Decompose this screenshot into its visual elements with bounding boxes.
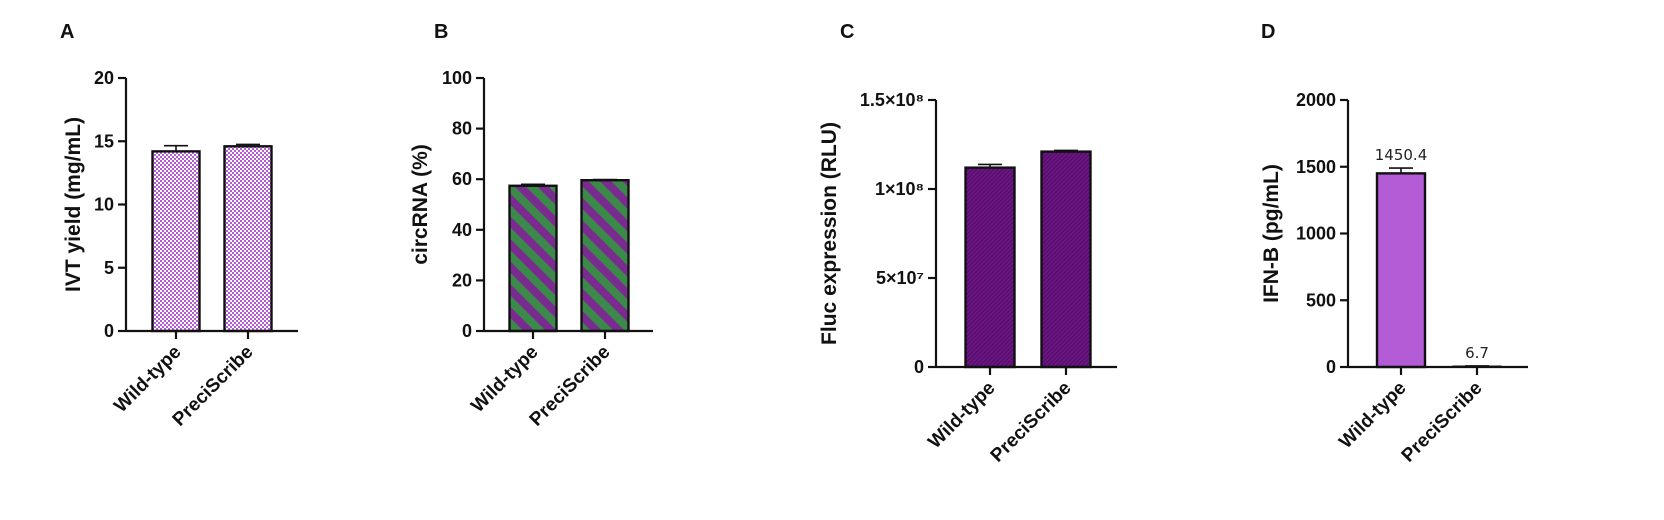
bar-wild-type xyxy=(964,166,1016,369)
y-tick-label: 2000 xyxy=(1296,90,1336,110)
data-label: 6.7 xyxy=(1465,344,1489,362)
category-label: Wild-type xyxy=(467,342,542,417)
y-tick-label: 20 xyxy=(452,270,472,290)
category-label: Wild-type xyxy=(110,342,185,417)
bar-wild-type xyxy=(151,150,201,333)
y-tick-label: 100 xyxy=(442,68,472,88)
category-label: PreciScribe xyxy=(1398,378,1487,467)
category-label: Wild-type xyxy=(1335,378,1410,453)
y-tick-label: 20 xyxy=(94,68,114,88)
data-label: 1450.4 xyxy=(1375,146,1428,164)
y-tick-label: 500 xyxy=(1306,290,1336,310)
category-label: PreciScribe xyxy=(987,378,1076,467)
y-tick-label: 0 xyxy=(104,321,114,341)
bar-wild-type xyxy=(1375,172,1427,369)
y-tick-label: 60 xyxy=(452,169,472,189)
y-tick-label: 5 xyxy=(104,258,114,278)
y-tick-label: 0 xyxy=(1326,357,1336,377)
y-axis-title: Fluc expression (RLU) xyxy=(818,122,841,345)
panel-letter: D xyxy=(1261,21,1275,43)
y-axis-title: IVT yield (mg/mL) xyxy=(62,117,85,292)
y-tick-label: 0 xyxy=(914,357,924,377)
y-axis-title: IFN-B (pg/mL) xyxy=(1260,164,1283,303)
y-tick-label: 10 xyxy=(94,195,114,215)
panel-letter: C xyxy=(840,21,854,43)
y-tick-label: 1×10⁸ xyxy=(875,179,924,199)
y-tick-label: 80 xyxy=(452,119,472,139)
y-tick-label: 1000 xyxy=(1296,224,1336,244)
y-axis-title: circRNA (%) xyxy=(409,144,432,265)
y-tick-label: 1500 xyxy=(1296,157,1336,177)
y-tick-label: 40 xyxy=(452,220,472,240)
panel-letter: A xyxy=(60,21,74,43)
y-tick-label: 1.5×10⁸ xyxy=(860,90,924,110)
y-tick-label: 15 xyxy=(94,131,114,151)
panel-b: BWild-typePreciScribe020406080100circRNA… xyxy=(409,21,653,430)
panel-letter: B xyxy=(434,21,448,43)
panel-d: D 1450.4 Wild-type 6.7 PreciScribe 0 500 1000 15… xyxy=(1260,21,1528,466)
category-label: Wild-type xyxy=(924,378,999,453)
bar-preciscribe xyxy=(1040,150,1092,369)
bar-wild-type xyxy=(508,184,558,333)
y-tick-label: 0 xyxy=(462,321,472,341)
bar-preciscribe xyxy=(580,179,630,333)
y-tick-label: 5×10⁷ xyxy=(876,268,924,288)
bar-preciscribe xyxy=(223,145,273,333)
